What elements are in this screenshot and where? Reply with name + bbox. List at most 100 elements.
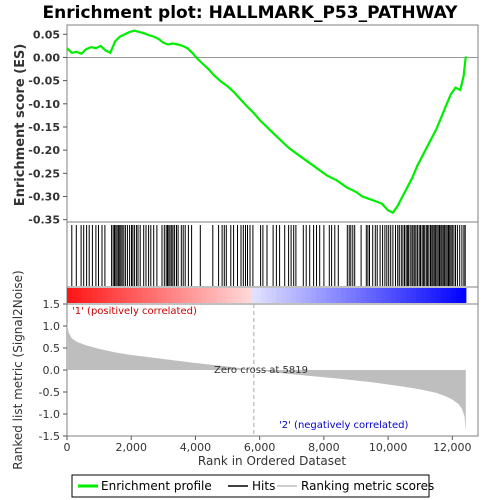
x-axis-ticks: 0 2,000 4,000 6,000 8,000 10,000 12,000 <box>64 436 472 454</box>
rank-color-cell <box>76 288 83 303</box>
rank-color-cell <box>141 288 148 303</box>
es-y-tick-label: -0.15 <box>28 121 60 134</box>
rank-color-cell <box>81 288 88 303</box>
rank-color-cell <box>121 288 128 303</box>
chart-title: Enrichment plot: HALLMARK_P53_PATHWAY <box>43 3 459 23</box>
rank-color-cell <box>131 288 138 303</box>
legend-box <box>71 474 430 498</box>
rank-color-cell <box>420 288 427 303</box>
rank-color-cell <box>216 288 223 303</box>
legend-ranking-label: Ranking metric scores <box>301 479 434 493</box>
rank-color-bar-cells <box>67 288 467 303</box>
hits-panel <box>66 221 479 305</box>
negative-correlation-label: '2' (negatively correlated) <box>279 420 408 431</box>
rank-color-cell <box>445 288 452 303</box>
rank-y-tick-label: -1.5 <box>39 430 60 443</box>
rank-color-cell <box>186 288 193 303</box>
rank-color-cell <box>176 288 183 303</box>
rank-color-cell <box>371 288 377 303</box>
rank-color-cell <box>96 288 103 303</box>
rank-color-cell <box>351 288 357 303</box>
rank-y-tick-label: -1.0 <box>39 408 60 421</box>
es-y-tick-label: 0.00 <box>33 51 60 64</box>
x-tick-label: 10,000 <box>369 441 408 454</box>
rank-color-cell <box>296 288 302 303</box>
rank-color-cell <box>450 288 457 303</box>
rank-color-cell <box>405 288 412 303</box>
rank-color-cell <box>266 288 272 303</box>
rank-color-cell <box>346 288 352 303</box>
rank-color-cell <box>201 288 208 303</box>
rank-panel: 1.5 1.0 0.5 0.0 -0.5 -1.0 -1.5 '1' (positively… <box>11 270 479 470</box>
x-tick-label: 2,000 <box>115 441 147 454</box>
rank-color-cell <box>425 288 432 303</box>
es-y-tick-label: -0.10 <box>28 98 60 111</box>
x-tick-label: 4,000 <box>180 441 212 454</box>
rank-color-cell <box>166 288 173 303</box>
rank-color-cell <box>171 288 178 303</box>
rank-color-cell <box>206 288 213 303</box>
rank-color-cell <box>356 288 362 303</box>
rank-color-cell <box>336 288 342 303</box>
rank-color-cell <box>435 288 442 303</box>
rank-color-cell <box>256 288 263 303</box>
x-tick-label: 6,000 <box>244 441 276 454</box>
rank-color-cell <box>271 288 277 303</box>
legend: Enrichment profile Hits Ranking metric s… <box>71 474 434 498</box>
rank-color-cell <box>106 288 113 303</box>
rank-color-cell <box>376 288 382 303</box>
rank-color-cell <box>196 288 203 303</box>
rank-color-cell <box>116 288 123 303</box>
rank-y-tick-label: 0.5 <box>43 342 61 355</box>
rank-y-tick-label: 1.0 <box>43 320 61 333</box>
legend-enrichment-label: Enrichment profile <box>101 479 212 493</box>
rank-color-cell <box>146 288 153 303</box>
rank-color-cell <box>91 288 98 303</box>
rank-color-cell <box>236 288 243 303</box>
rank-color-cell <box>331 288 337 303</box>
rank-color-cell <box>321 288 327 303</box>
es-y-tick-label: -0.25 <box>28 167 60 180</box>
rank-color-cell <box>291 288 297 303</box>
ranking-metric-area <box>67 321 466 432</box>
es-y-tick-label: 0.05 <box>33 28 60 41</box>
rank-color-cell <box>410 288 417 303</box>
rank-color-cell <box>276 288 282 303</box>
rank-color-cell <box>316 288 322 303</box>
es-plot-area <box>66 24 479 223</box>
x-tick-label: 0 <box>64 441 71 454</box>
es-y-tick-label: -0.30 <box>28 191 60 204</box>
rank-color-cell <box>281 288 287 303</box>
rank-color-cell <box>156 288 163 303</box>
rank-color-cell <box>400 288 407 303</box>
rank-color-cell <box>326 288 332 303</box>
rank-color-cell <box>440 288 447 303</box>
rank-color-cell <box>86 288 93 303</box>
rank-y-tick-label: 0.0 <box>43 364 61 377</box>
rank-color-cell <box>366 288 372 303</box>
legend-hits-label: Hits <box>252 479 275 493</box>
rank-color-cell <box>181 288 188 303</box>
rank-color-cell <box>101 288 108 303</box>
rank-color-cell <box>391 288 397 303</box>
rank-color-cell <box>415 288 422 303</box>
rank-color-cell <box>226 288 233 303</box>
rank-color-cell <box>111 288 118 303</box>
rank-color-cell <box>301 288 307 303</box>
x-tick-label: 12,000 <box>433 441 472 454</box>
rank-y-ticks: 1.5 1.0 0.5 0.0 -0.5 -1.0 -1.5 <box>39 298 67 443</box>
x-tick-label: 8,000 <box>308 441 340 454</box>
rank-color-cell <box>126 288 133 303</box>
rank-color-cell <box>261 288 267 303</box>
rank-color-cell <box>221 288 228 303</box>
rank-color-cell <box>246 288 253 303</box>
rank-color-cell <box>361 288 367 303</box>
rank-color-cell <box>251 288 258 303</box>
rank-color-cell <box>455 288 462 303</box>
hits-area <box>66 221 479 288</box>
rank-color-cell <box>430 288 437 303</box>
es-y-tick-label: -0.05 <box>28 75 60 88</box>
rank-color-cell <box>161 288 168 303</box>
rank-color-cell <box>136 288 143 303</box>
